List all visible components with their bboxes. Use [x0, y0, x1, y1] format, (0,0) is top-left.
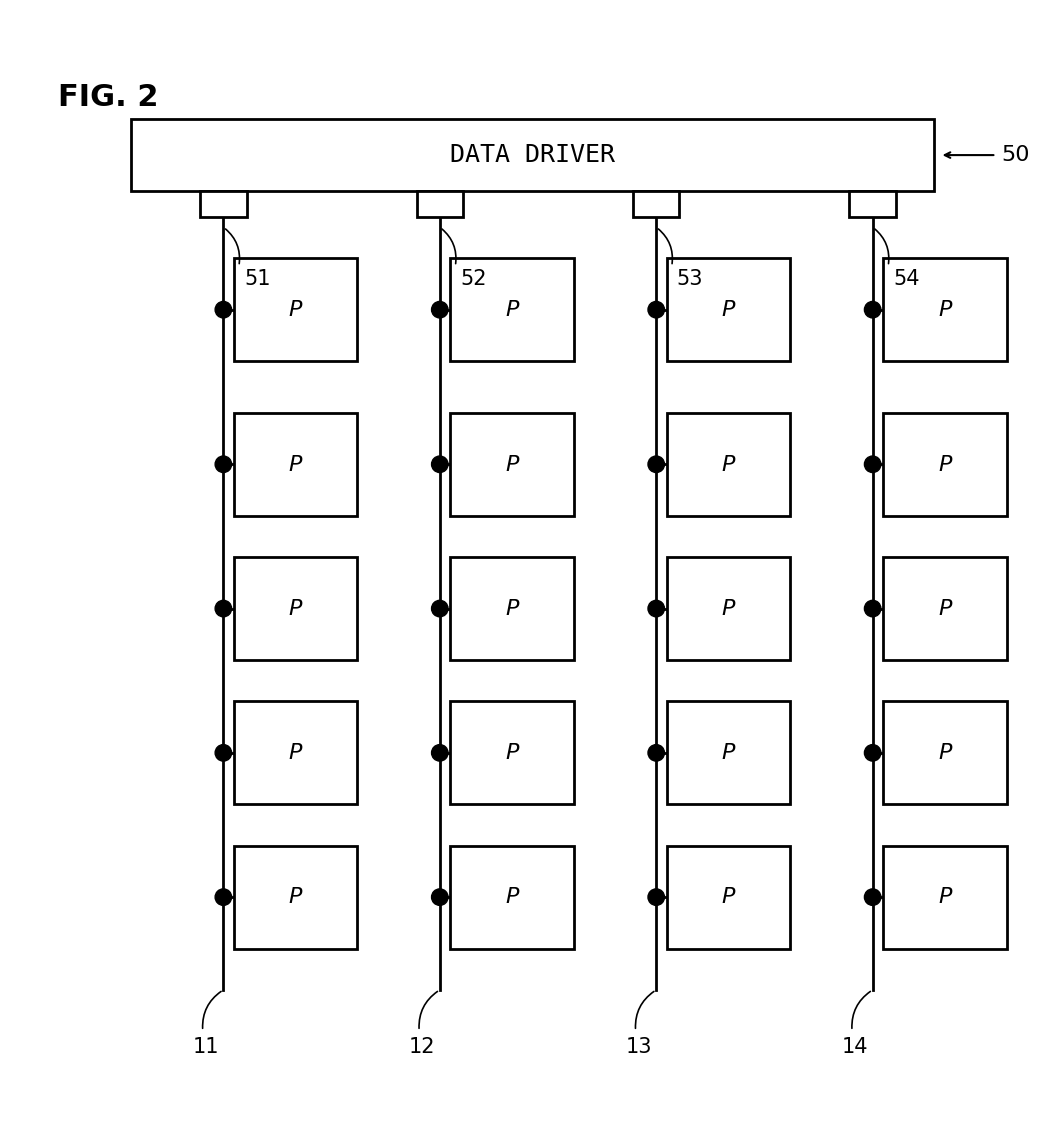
FancyBboxPatch shape: [130, 119, 934, 192]
Text: 11: 11: [192, 1036, 219, 1057]
Bar: [666, 413, 789, 516]
Text: P: P: [288, 300, 302, 320]
Circle shape: [215, 745, 232, 762]
Circle shape: [215, 456, 232, 472]
Circle shape: [431, 302, 448, 318]
Bar: [234, 846, 357, 949]
Text: P: P: [721, 300, 735, 320]
Text: 13: 13: [625, 1036, 651, 1057]
Text: 52: 52: [460, 269, 487, 289]
Circle shape: [215, 302, 232, 318]
Text: P: P: [721, 743, 735, 763]
Circle shape: [431, 456, 448, 472]
Bar: [882, 846, 1006, 949]
Bar: [450, 413, 573, 516]
Circle shape: [431, 600, 448, 617]
Circle shape: [647, 600, 664, 617]
Bar: [450, 557, 573, 661]
Text: P: P: [505, 454, 518, 474]
Text: P: P: [721, 599, 735, 619]
Text: P: P: [938, 743, 951, 763]
Circle shape: [863, 456, 880, 472]
Bar: [450, 846, 573, 949]
Text: P: P: [288, 454, 302, 474]
Circle shape: [647, 745, 664, 762]
Text: 51: 51: [244, 269, 270, 289]
Bar: [882, 413, 1006, 516]
Bar: [234, 557, 357, 661]
Circle shape: [647, 889, 664, 906]
Bar: [200, 192, 246, 217]
Text: P: P: [288, 888, 302, 907]
Bar: [882, 259, 1006, 361]
Bar: [666, 557, 789, 661]
Text: P: P: [938, 888, 951, 907]
Bar: [234, 259, 357, 361]
Bar: [450, 701, 573, 805]
Text: 12: 12: [408, 1036, 435, 1057]
Bar: [882, 701, 1006, 805]
Text: P: P: [505, 743, 518, 763]
Text: FIG. 2: FIG. 2: [58, 83, 159, 112]
Text: 50: 50: [1001, 145, 1029, 166]
Circle shape: [215, 600, 232, 617]
Bar: [234, 413, 357, 516]
Text: P: P: [721, 888, 735, 907]
Circle shape: [863, 302, 880, 318]
Bar: [633, 192, 679, 217]
Bar: [234, 701, 357, 805]
Bar: [666, 701, 789, 805]
Text: P: P: [288, 743, 302, 763]
Circle shape: [863, 889, 880, 906]
Bar: [417, 192, 462, 217]
Bar: [849, 192, 896, 217]
Text: P: P: [938, 599, 951, 619]
Circle shape: [863, 600, 880, 617]
Circle shape: [863, 745, 880, 762]
Circle shape: [431, 745, 448, 762]
Text: P: P: [505, 888, 518, 907]
Circle shape: [431, 889, 448, 906]
Text: DATA DRIVER: DATA DRIVER: [450, 143, 615, 167]
Bar: [450, 259, 573, 361]
Text: 14: 14: [841, 1036, 868, 1057]
Text: P: P: [505, 599, 518, 619]
Bar: [666, 846, 789, 949]
Text: P: P: [505, 300, 518, 320]
Text: 54: 54: [893, 269, 919, 289]
Circle shape: [215, 889, 232, 906]
Bar: [882, 557, 1006, 661]
Text: P: P: [288, 599, 302, 619]
Circle shape: [647, 456, 664, 472]
Circle shape: [647, 302, 664, 318]
Text: P: P: [938, 454, 951, 474]
Text: P: P: [721, 454, 735, 474]
Text: 53: 53: [677, 269, 703, 289]
Bar: [666, 259, 789, 361]
Text: P: P: [938, 300, 951, 320]
